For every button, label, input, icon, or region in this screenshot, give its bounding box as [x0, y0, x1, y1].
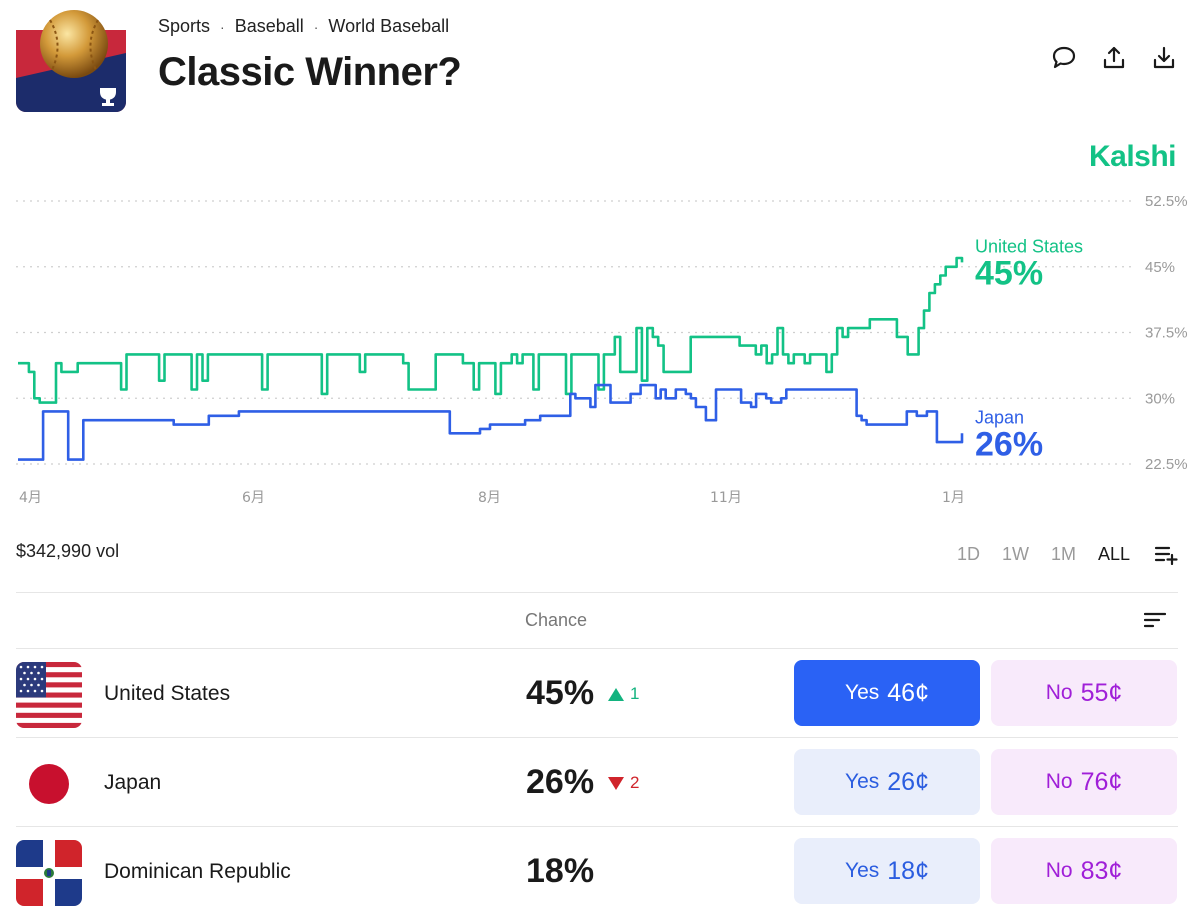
- brand-logo: Kalshi: [1088, 140, 1177, 173]
- no-price: 83¢: [1080, 856, 1123, 885]
- outcome-row-united-states[interactable]: United States 45% 1 Yes 46¢ No 55¢: [16, 650, 1178, 738]
- range-1d[interactable]: 1D: [956, 543, 980, 564]
- x-tick-label: 4月: [19, 490, 42, 506]
- no-price: 55¢: [1080, 678, 1123, 707]
- chance-delta: 1: [608, 684, 639, 704]
- breadcrumb-baseball[interactable]: Baseball: [234, 16, 304, 36]
- outcome-name: United States: [104, 682, 231, 705]
- triangle-down-icon: [608, 776, 624, 790]
- range-1w[interactable]: 1W: [1001, 543, 1029, 564]
- y-tick-label: 45%: [1145, 259, 1175, 276]
- y-tick-label: 22.5%: [1145, 456, 1188, 473]
- buy-yes-button[interactable]: Yes 46¢: [794, 660, 980, 726]
- event-icon: [16, 8, 126, 112]
- yes-label: Yes: [845, 859, 880, 882]
- sort-icon[interactable]: [1143, 611, 1167, 634]
- chance-column-header: Chance: [525, 610, 588, 630]
- x-tick-label: 6月: [242, 490, 265, 506]
- buy-no-button[interactable]: No 55¢: [991, 660, 1177, 726]
- yes-price: 46¢: [887, 678, 929, 707]
- yes-label: Yes: [845, 770, 880, 793]
- divider: [16, 737, 1178, 738]
- series-name-label: Japan: [975, 407, 1024, 427]
- download-icon[interactable]: [1150, 44, 1178, 72]
- y-tick-label: 30%: [1145, 390, 1175, 407]
- no-label: No: [1045, 859, 1073, 882]
- y-tick-label: 52.5%: [1145, 193, 1188, 210]
- range-1m[interactable]: 1M: [1050, 543, 1076, 564]
- delta-value: 2: [630, 773, 640, 792]
- outcome-chance: 26%: [526, 763, 595, 801]
- outcome-name: Japan: [104, 771, 162, 794]
- series-value-label: 26%: [975, 425, 1043, 463]
- dominican-republic-flag-icon: [16, 840, 82, 906]
- divider: [16, 648, 1178, 649]
- comment-icon[interactable]: [1050, 44, 1078, 72]
- breadcrumb-separator: ·: [220, 18, 225, 35]
- x-tick-label: 8月: [478, 490, 501, 506]
- range-all[interactable]: ALL: [1097, 543, 1130, 564]
- outcome-name: Dominican Republic: [104, 860, 291, 883]
- volume-text: $342,990 vol: [16, 541, 120, 561]
- breadcrumb-sports[interactable]: Sports: [158, 16, 211, 36]
- no-label: No: [1045, 681, 1073, 704]
- us-flag-icon: [16, 662, 82, 728]
- buy-yes-button[interactable]: Yes 18¢: [794, 838, 980, 904]
- series-line-united-states: [18, 256, 964, 404]
- outcome-chance: 18%: [526, 852, 595, 890]
- add-to-list-icon[interactable]: [1152, 540, 1180, 568]
- page-title: Classic Winner?: [158, 50, 462, 94]
- x-tick-label: 11月: [710, 490, 742, 506]
- series-value-label: 45%: [975, 254, 1043, 292]
- price-chart: 52.5% 45% 37.5% 30% 22.5% 4月 6月 8月 11月 1月 United S…: [16, 193, 1188, 506]
- breadcrumb-separator: ·: [313, 18, 319, 35]
- series-name-label: United States: [975, 236, 1083, 256]
- japan-flag-icon: [16, 751, 82, 817]
- yes-price: 18¢: [887, 856, 929, 885]
- divider: [16, 826, 1178, 827]
- header-actions: [1050, 44, 1178, 72]
- buy-no-button[interactable]: No 76¢: [991, 749, 1177, 815]
- y-tick-label: 37.5%: [1145, 325, 1188, 342]
- divider: [16, 592, 1178, 593]
- delta-value: 1: [630, 684, 640, 703]
- buy-yes-button[interactable]: Yes 26¢: [794, 749, 980, 815]
- triangle-up-icon: [608, 687, 624, 701]
- time-range-selector: 1D 1W 1M ALL: [957, 540, 1180, 568]
- breadcrumb-world-baseball[interactable]: World Baseball: [328, 16, 450, 36]
- no-label: No: [1045, 770, 1073, 793]
- no-price: 76¢: [1080, 767, 1123, 796]
- chance-delta: 2: [608, 773, 639, 793]
- share-icon[interactable]: [1100, 44, 1128, 72]
- yes-label: Yes: [845, 681, 880, 704]
- series-line-japan: [18, 383, 964, 461]
- outcome-row-japan[interactable]: Japan 26% 2 Yes 26¢ No 76¢: [16, 739, 1178, 827]
- outcome-chance: 45%: [526, 674, 595, 712]
- breadcrumb: Sports · Baseball · World Baseball: [158, 16, 449, 37]
- outcome-row-dominican-republic[interactable]: Dominican Republic 18% Yes 18¢ No 83¢: [16, 828, 1178, 916]
- buy-no-button[interactable]: No 83¢: [991, 838, 1177, 904]
- yes-price: 26¢: [887, 767, 929, 796]
- x-tick-label: 1月: [942, 490, 965, 506]
